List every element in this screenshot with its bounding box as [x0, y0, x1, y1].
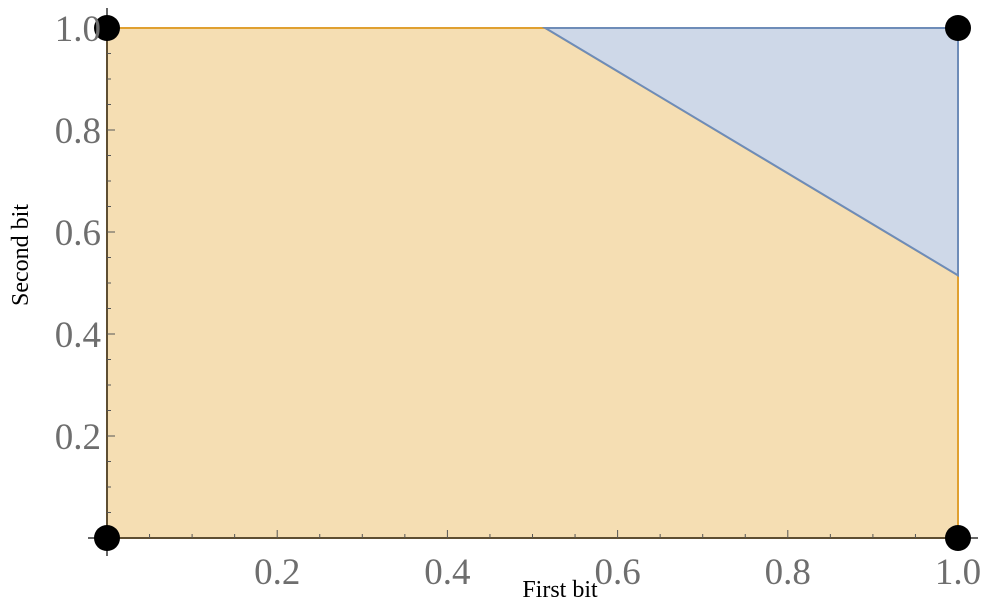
regions-layer — [106, 27, 959, 539]
x-tick-label: 0.4 — [424, 552, 470, 593]
corner-point — [945, 15, 971, 41]
axes — [88, 8, 978, 556]
y-tick-label: 0.6 — [55, 213, 101, 254]
y-tick-label: 0.2 — [55, 417, 101, 458]
x-axis-title: First bit — [522, 577, 598, 603]
tick-labels: 0.2 0.4 0.6 0.8 1.0 0.2 0.4 0.6 0.8 1.0 — [55, 9, 981, 593]
x-tick-label: 0.6 — [594, 552, 640, 593]
corner-point — [94, 525, 120, 551]
y-tick-label: 0.8 — [55, 111, 101, 152]
x-tick-label: 0.2 — [254, 552, 300, 593]
corner-point — [94, 15, 120, 41]
x-tick-label: 1.0 — [935, 552, 981, 593]
region-2 — [541, 27, 959, 278]
x-tick-label: 0.8 — [765, 552, 811, 593]
y-tick-label: 1.0 — [55, 9, 101, 50]
corner-point — [945, 525, 971, 551]
y-axis-title: Second bit — [8, 204, 34, 306]
points-layer — [94, 15, 971, 551]
y-tick-label: 0.4 — [55, 315, 101, 356]
